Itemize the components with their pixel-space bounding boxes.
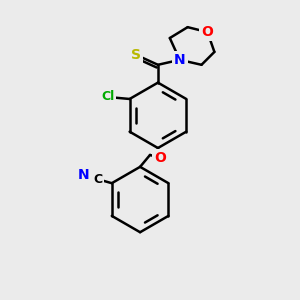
Text: N: N [174,53,185,67]
Text: S: S [131,48,141,62]
Text: N: N [78,168,90,182]
Text: O: O [202,25,213,39]
Text: O: O [154,151,166,165]
Text: C: C [93,173,103,186]
Text: Cl: Cl [101,91,114,103]
